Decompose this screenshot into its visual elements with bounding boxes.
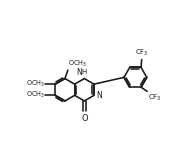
Text: OCH$_3$: OCH$_3$ bbox=[26, 79, 45, 89]
Text: N: N bbox=[77, 68, 82, 77]
Text: N: N bbox=[96, 91, 102, 100]
Text: CF$_3$: CF$_3$ bbox=[148, 92, 162, 103]
Text: H: H bbox=[82, 69, 87, 75]
Text: CF$_3$: CF$_3$ bbox=[135, 48, 148, 58]
Text: O: O bbox=[81, 114, 88, 123]
Text: OCH$_3$: OCH$_3$ bbox=[26, 90, 45, 100]
Text: OCH$_3$: OCH$_3$ bbox=[68, 59, 87, 69]
